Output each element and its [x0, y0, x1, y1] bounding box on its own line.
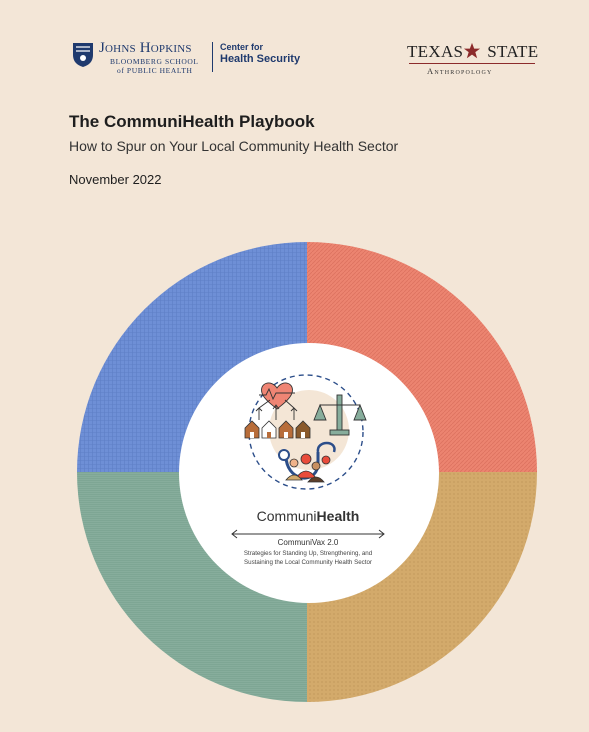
- communivax-version: CommuniVax 2.0: [277, 538, 339, 547]
- logo-divider: [212, 42, 213, 72]
- communihealth-emblem: [244, 374, 367, 490]
- tagline-line1: Strategies for Standing Up, Strengthenin…: [243, 550, 373, 557]
- double-arrow-icon: [231, 529, 385, 539]
- houses-icon: [244, 420, 311, 439]
- tagline-line2: Sustaining the Local Community Health Se…: [244, 559, 372, 566]
- center-name-line1: Center for: [220, 42, 264, 52]
- johns-hopkins-logo: Johns Hopkins BLOOMBERG SCHOOL of PUBLIC…: [72, 40, 312, 76]
- txstate-department: Anthropology: [427, 66, 493, 76]
- communihealth-wordmark: CommuniHealth: [256, 508, 360, 524]
- jhu-school-line2: of PUBLIC HEALTH: [117, 66, 193, 75]
- page-title: The CommuniHealth Playbook: [69, 112, 315, 131]
- star-icon: [463, 42, 481, 59]
- jhu-school-line1: BLOOMBERG SCHOOL: [110, 57, 199, 66]
- page-subtitle: How to Spur on Your Local Community Heal…: [69, 138, 399, 154]
- txstate-name: TEXAS STATE: [407, 42, 539, 61]
- txstate-rule: [409, 63, 535, 64]
- scales-icon: [313, 394, 367, 436]
- people-icon: [285, 453, 325, 483]
- texas-state-logo: TEXAS STATE Anthropology: [407, 42, 547, 76]
- publication-date: November 2022: [69, 172, 162, 187]
- jhu-name: Johns Hopkins: [99, 40, 192, 56]
- shield-icon: [73, 43, 93, 67]
- center-name-line2: Health Security: [220, 53, 301, 65]
